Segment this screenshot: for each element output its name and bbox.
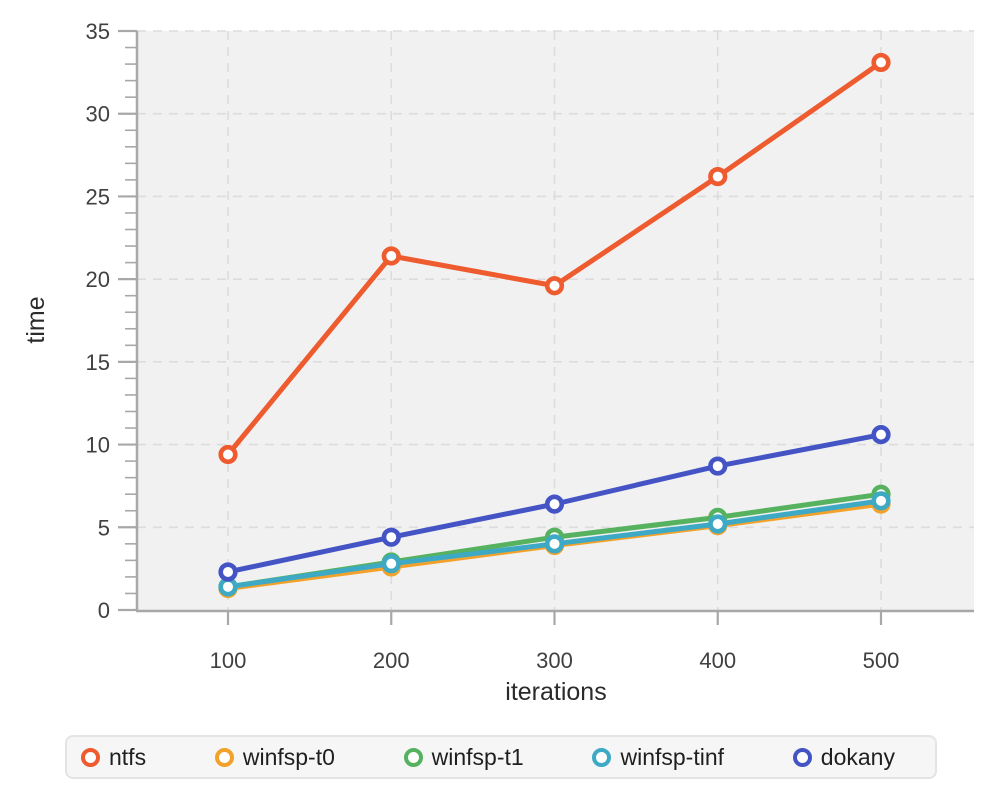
legend-item-winfsp-t1[interactable]: winfsp-t1 xyxy=(403,743,524,771)
winfsp-t1-legend-marker-icon xyxy=(403,747,423,767)
y-axis-title: time xyxy=(22,296,50,343)
marker-winfsp-tinf-100 xyxy=(218,577,238,597)
marker-ntfs-200 xyxy=(381,246,401,266)
line-chart: 0 5 10 15 20 25 30 35 100 200 300 400 500 iterations… xyxy=(22,19,974,706)
legend-label-winfsp-tinf: winfsp-tinf xyxy=(620,743,725,770)
x-tick-label-500: 500 xyxy=(863,648,900,673)
marker-ntfs-300 xyxy=(544,276,565,296)
marker-ntfs-500 xyxy=(871,52,891,73)
legend-label-ntfs: ntfs xyxy=(109,743,147,770)
y-tick-label-20: 20 xyxy=(86,267,110,292)
y-tick-label-5: 5 xyxy=(98,515,110,540)
marker-winfsp-tinf-300 xyxy=(544,534,565,554)
x-tick-label-100: 100 xyxy=(210,648,247,673)
marker-dokany-200 xyxy=(381,527,401,547)
y-tick-label-10: 10 xyxy=(86,433,110,458)
x-axis-title: iterations xyxy=(505,678,606,706)
legend-item-dokany[interactable]: dokany xyxy=(792,743,895,771)
winfsp-tinf-legend-marker-icon xyxy=(592,747,612,767)
marker-dokany-500 xyxy=(871,425,891,445)
y-tick-label-25: 25 xyxy=(86,184,110,209)
legend-item-ntfs[interactable]: ntfs xyxy=(81,744,146,771)
ntfs-legend-marker-icon xyxy=(81,747,100,767)
x-tick-label-300: 300 xyxy=(536,648,573,673)
plot-area xyxy=(137,31,974,610)
marker-dokany-100 xyxy=(218,562,238,582)
marker-dokany-300 xyxy=(544,494,565,514)
x-tick-label-400: 400 xyxy=(699,648,736,673)
marker-winfsp-tinf-400 xyxy=(708,514,728,534)
marker-winfsp-tinf-500 xyxy=(871,491,891,511)
marker-ntfs-100 xyxy=(218,444,238,465)
x-tick-label-200: 200 xyxy=(373,648,410,673)
legend-item-winfsp-t0[interactable]: winfsp-t0 xyxy=(214,743,335,771)
legend-item-winfsp-tinf[interactable]: winfsp-tinf xyxy=(592,744,724,771)
dokany-legend-marker-icon xyxy=(792,747,812,767)
legend-label-winfsp-t1: winfsp-t1 xyxy=(431,743,524,770)
y-tick-label-0: 0 xyxy=(98,598,110,623)
marker-ntfs-400 xyxy=(708,166,728,187)
chart-legend: ntfs winfsp-t0 winfsp-t1 winfsp-tinf dokany xyxy=(65,735,937,779)
winfsp-t0-legend-marker-icon xyxy=(214,747,234,767)
y-tick-label-35: 35 xyxy=(86,19,110,44)
legend-label-winfsp-t0: winfsp-t0 xyxy=(242,743,335,770)
legend-label-dokany: dokany xyxy=(820,743,895,770)
marker-dokany-400 xyxy=(708,456,728,476)
marker-winfsp-tinf-200 xyxy=(381,554,401,574)
y-tick-label-15: 15 xyxy=(86,350,110,375)
y-tick-label-30: 30 xyxy=(86,102,110,127)
